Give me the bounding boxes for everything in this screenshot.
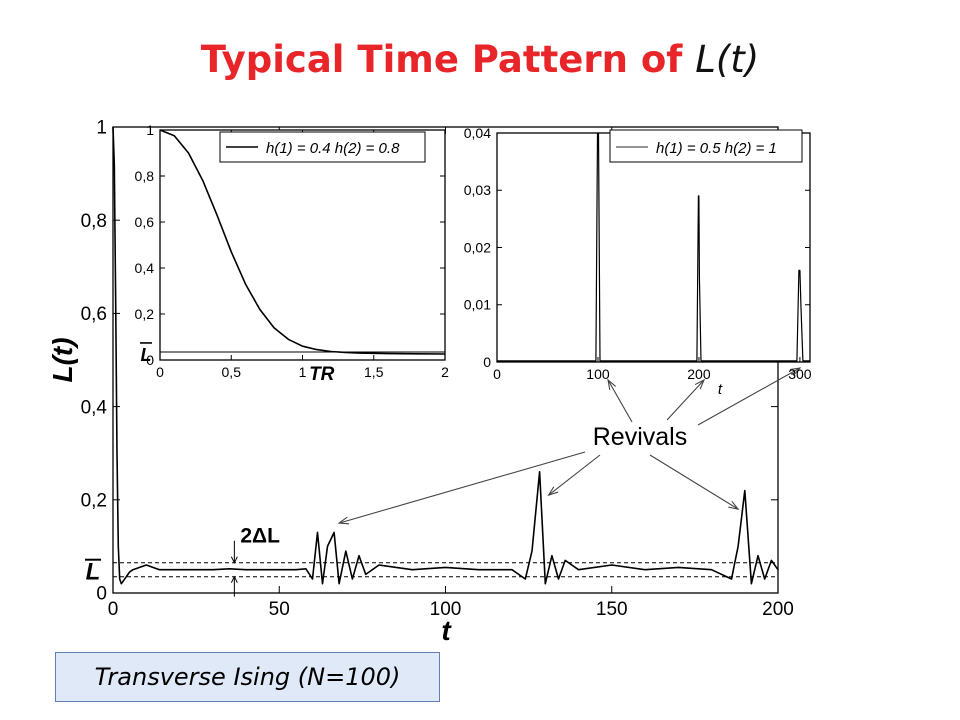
revival-arrow-main-1 [338, 451, 586, 524]
inset1-legend-label: h(1) = 0.4 h(2) = 0.8 [266, 140, 400, 157]
main-chart-ytick-label: 0,8 [81, 211, 107, 232]
title-variable: L(t) [695, 38, 760, 81]
main-chart-ytick-label: 0 [96, 584, 107, 605]
inset1-ytick-label: 0 [146, 352, 154, 368]
main-chart-xtick-label: 0 [108, 599, 119, 620]
revival-arrow-main-3-head [728, 500, 740, 510]
revival-arrow-main-2-head [547, 486, 559, 497]
inset1-frame [159, 129, 446, 361]
inset1-xtick-label: 2 [441, 364, 449, 380]
main-chart-series-line [112, 126, 779, 585]
inset1-xtick-label: 0,5 [222, 364, 242, 380]
inset1-xtick-label: 0 [156, 364, 164, 380]
revival-arrow-inset-3-head [789, 367, 802, 376]
inset2-frame [496, 132, 811, 363]
inset2-xtick-label: 300 [788, 366, 812, 382]
spread-arrowhead-bottom [230, 575, 238, 583]
inset2-xtick-label: 0 [493, 366, 501, 382]
revival-arrow-inset-3 [697, 367, 801, 426]
main-chart-ylabel: L(t) [47, 337, 78, 382]
inset2-ytick-label: 0,01 [464, 297, 491, 313]
title-text: Typical Time Pattern of [200, 38, 696, 81]
revival-arrow-main-3 [649, 454, 739, 510]
inset2-legend-box [609, 129, 803, 163]
inset2-ytick-label: 0,03 [464, 182, 491, 198]
inset2-legend-label: h(1) = 0.5 h(2) = 1 [656, 140, 777, 157]
revival-arrow-inset-1 [607, 379, 633, 423]
inset1-ytick-label: 0,8 [135, 168, 155, 184]
revival-arrow-main-2 [548, 454, 601, 496]
revival-arrow-inset-2 [666, 379, 705, 421]
inset1-ytick-label: 0,6 [135, 214, 155, 230]
main-chart-xtick-label: 150 [596, 599, 628, 620]
inset1-ytick-label: 0,4 [135, 260, 155, 276]
inset1-ytick-label: 0,2 [135, 306, 155, 322]
inset1-mean-label: L [141, 345, 152, 365]
main-chart-xtick-label: 50 [269, 599, 290, 620]
inset2-series-line [497, 132, 810, 362]
inset1-ytick-label: 1 [146, 122, 154, 138]
main-chart-xtick-label: 200 [762, 599, 794, 620]
main-chart-xlabel: t [441, 615, 452, 646]
page-title: Typical Time Pattern of L(t) [0, 38, 960, 81]
inset1-tr-marker: TR [309, 364, 335, 385]
spread-arrowhead-top [230, 556, 238, 564]
inset1-series-line [159, 129, 446, 355]
caption-box: Transverse Ising (N=100) [55, 652, 440, 702]
main-chart-xtick-label: 100 [430, 599, 462, 620]
main-chart-ytick-label: 0,2 [81, 490, 107, 511]
spread-annotation: 2ΔL [240, 525, 280, 548]
revival-arrow-inset-1-head [607, 378, 617, 390]
main-chart-ytick-label: 1 [96, 118, 107, 139]
inset1-xtick-label: 1,5 [364, 364, 384, 380]
inset2-ytick-label: 0,02 [464, 239, 491, 255]
main-chart-ytick-label: 0,6 [81, 304, 107, 325]
inset2-xtick-label: 100 [586, 366, 610, 382]
inset2-ytick-label: 0 [483, 354, 491, 370]
inset2-ytick-label: 0,04 [464, 125, 491, 141]
inset2-xlabel: t [718, 381, 723, 398]
inset2-xtick-label: 200 [687, 366, 711, 382]
revivals-annotation: Revivals [593, 423, 687, 451]
revival-arrow-inset-2-head [694, 378, 706, 390]
main-chart-ytick-label: 0,4 [81, 397, 108, 418]
main-chart-mean-label: L [86, 559, 101, 586]
revival-arrow-main-1-head [337, 516, 350, 525]
inset1-xtick-label: 1 [299, 364, 307, 380]
